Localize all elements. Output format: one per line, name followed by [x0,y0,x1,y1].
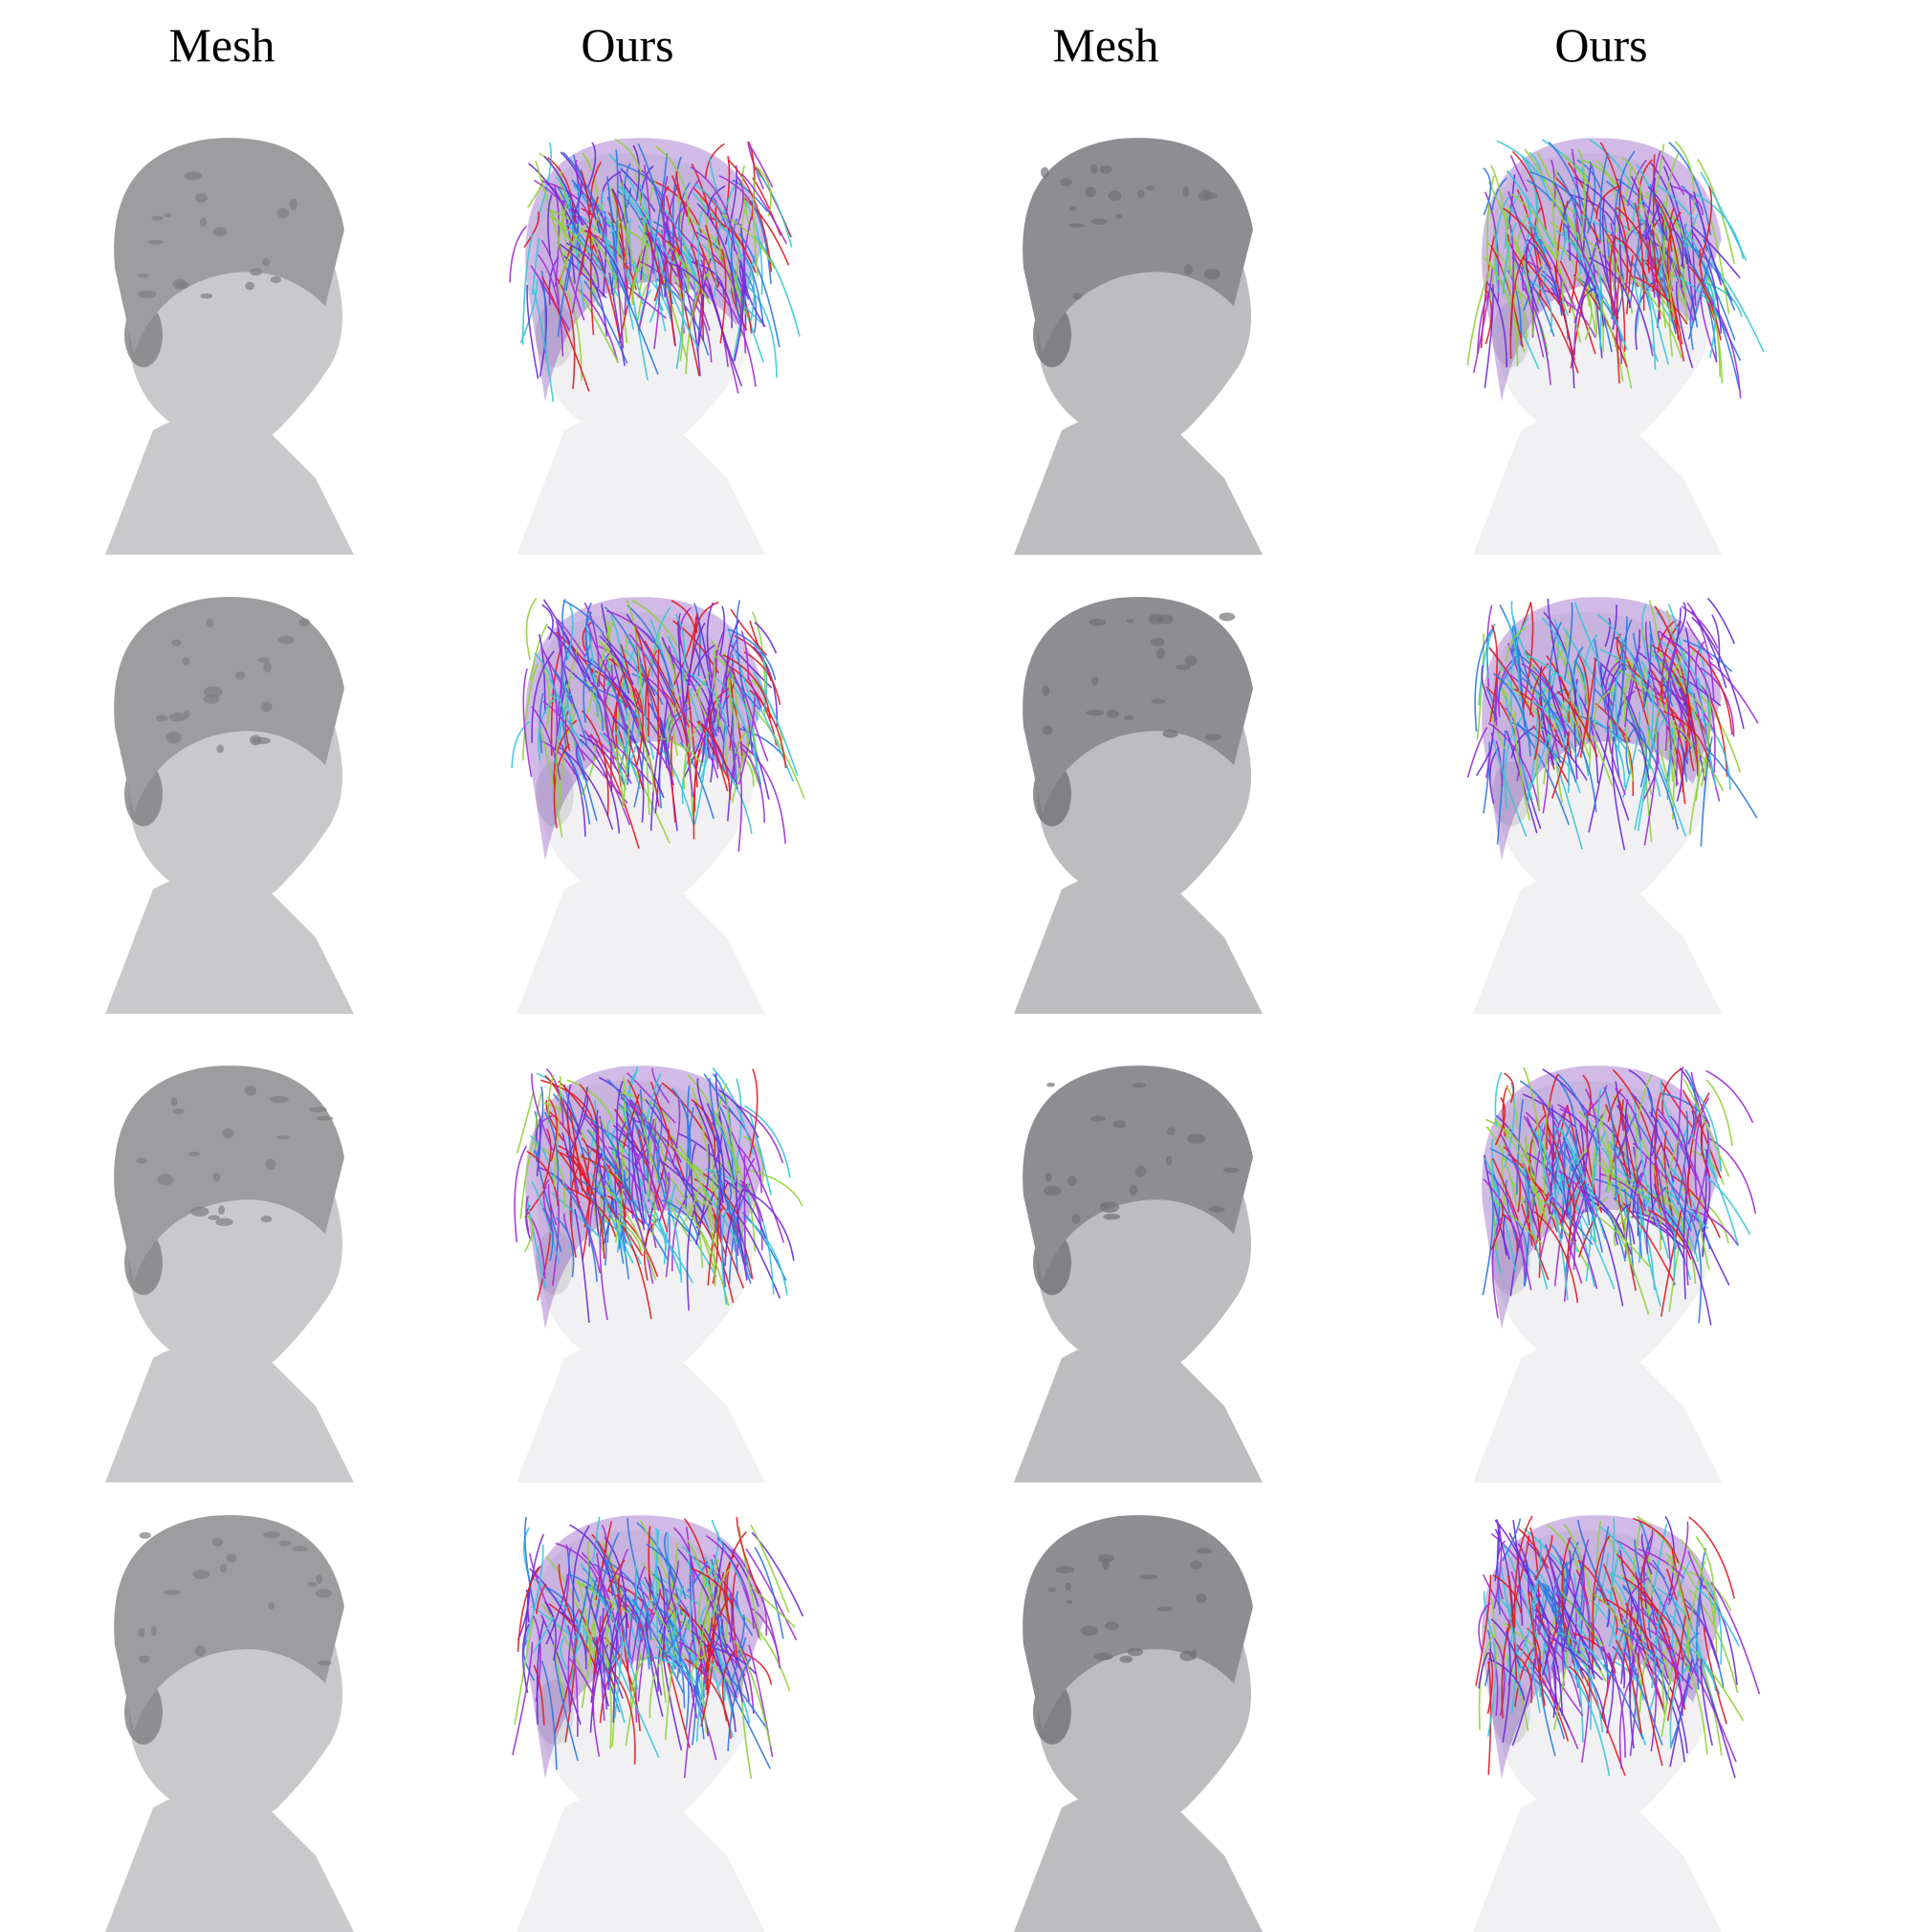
hair-strands [1466,597,1759,861]
render-image [1473,1515,1761,1932]
render-image [105,1515,354,1932]
render-image [1014,1065,1263,1482]
strand-head [517,612,765,1014]
mesh-hair [1022,1515,1253,1731]
mesh-render-r3-c3 [947,1043,1310,1482]
header-mesh-2: Mesh [1052,18,1159,72]
render-image [514,1065,803,1482]
mesh-hair [114,138,345,354]
render-image [1466,597,1759,1014]
mesh-render-r3-c1 [38,1043,402,1482]
render-image [512,1515,804,1932]
hair-strands [511,597,805,861]
mesh-hair [1022,597,1253,813]
strand-render-r1-c2 [450,115,813,555]
strand-render-r4-c2 [450,1492,813,1932]
mesh-hair [114,597,345,813]
strand-render-r2-c4 [1406,574,1770,1014]
render-image [1014,138,1263,555]
strand-render-r3-c2 [450,1043,813,1482]
mesh-render-r1-c1 [38,115,402,555]
strand-render-r3-c4 [1406,1043,1770,1482]
mesh-render-r1-c3 [947,115,1310,555]
strand-render-r1-c4 [1406,115,1770,555]
mesh-render-r2-c3 [947,574,1310,1014]
render-image [1014,1515,1263,1932]
render-image [105,138,354,555]
mesh-render-r2-c1 [38,574,402,1014]
strand-render-r2-c2 [450,574,813,1014]
header-ours-1: Ours [581,18,674,72]
render-image [1014,597,1263,1014]
render-image [1473,1065,1757,1482]
hair-strands [514,1065,803,1329]
hair-strands [509,138,801,403]
hair-strands [1475,1515,1761,1779]
render-image [511,597,805,1014]
hair-strands [512,1515,804,1780]
render-image [105,1065,354,1482]
hair-strands [1482,1065,1757,1329]
mesh-hair [114,1065,345,1282]
render-image [105,597,354,1014]
mesh-hair [1022,138,1253,354]
render-image [509,138,801,555]
mesh-render-r4-c1 [38,1492,402,1932]
hair-strands [1466,138,1765,402]
strand-render-r4-c4 [1406,1492,1770,1932]
mesh-render-r4-c3 [947,1492,1310,1932]
mesh-hair [114,1515,345,1731]
render-image [1466,138,1765,555]
header-ours-2: Ours [1554,18,1648,72]
header-mesh-1: Mesh [168,18,275,72]
mesh-hair [1022,1065,1253,1282]
